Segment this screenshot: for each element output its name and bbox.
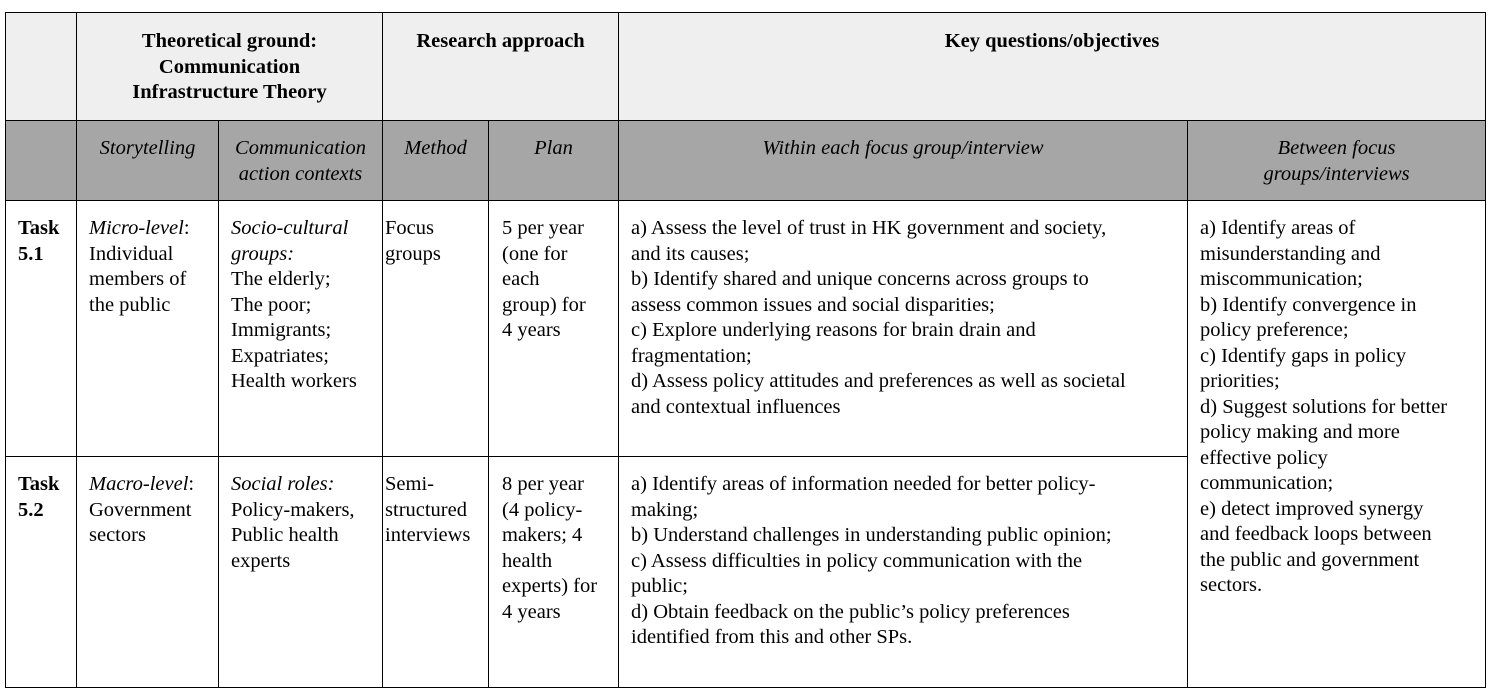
within-cell: a) Assess the level of trust in HK gover… [618, 200, 1189, 457]
subheader-row: Storytelling Communication action contex… [5, 120, 1487, 201]
story-level: Micro-level [89, 217, 184, 239]
method-header: Method [382, 120, 490, 201]
task-cell: Task 5.1 [5, 200, 77, 457]
storytelling-cell: Micro-level: Individual members of the p… [76, 200, 219, 457]
context-cell: Social roles: Policy-makers, Public heal… [217, 456, 384, 688]
communication-action-contexts-header: Communication action contexts [217, 120, 384, 201]
within-cell: a) Identify areas of information needed … [618, 456, 1189, 688]
between-cell: a) Identify areas of misunderstanding an… [1187, 200, 1487, 688]
context-rest: Policy-makers, Public health experts [231, 498, 355, 572]
method-cell: Semi- structured interviews [382, 456, 490, 688]
context-rest: The elderly; The poor; Immigrants; Expat… [231, 268, 357, 392]
header-row: Theoretical ground: Communication Infras… [5, 12, 1487, 121]
key-questions-header: Key questions/objectives [618, 12, 1487, 121]
corner-subheader-cell [5, 120, 77, 201]
storytelling-header: Storytelling [76, 120, 219, 201]
table-row: Task 5.1 Micro-level: Individual members… [5, 200, 1487, 688]
table-row: Task 5.2 Macro-level: Government sectors… [5, 456, 1486, 688]
corner-cell [5, 12, 77, 121]
context-label: Socio-cultural groups: [231, 217, 349, 265]
within-header: Within each focus group/interview [618, 120, 1189, 201]
story-rest: : Individual members of the public [89, 217, 190, 316]
task-cell: Task 5.2 [5, 456, 77, 688]
story-rest: : Government sectors [89, 473, 195, 546]
theoretical-ground-header: Theoretical ground: Communication Infras… [75, 12, 384, 121]
plan-header: Plan [488, 120, 620, 201]
storytelling-cell: Macro-level: Government sectors [76, 456, 219, 688]
research-table: Theoretical ground: Communication Infras… [5, 12, 1487, 688]
story-level: Macro-level [89, 473, 189, 495]
context-cell: Socio-cultural groups: The elderly; The … [217, 200, 384, 457]
plan-cell: 8 per year (4 policy- makers; 4 health e… [488, 456, 620, 688]
research-approach-header: Research approach [382, 12, 620, 121]
context-label: Social roles: [231, 473, 335, 495]
method-cell: Focus groups [382, 200, 490, 457]
between-header: Between focus groups/interviews [1187, 120, 1487, 201]
plan-cell: 5 per year (one for each group) for 4 ye… [488, 200, 620, 457]
